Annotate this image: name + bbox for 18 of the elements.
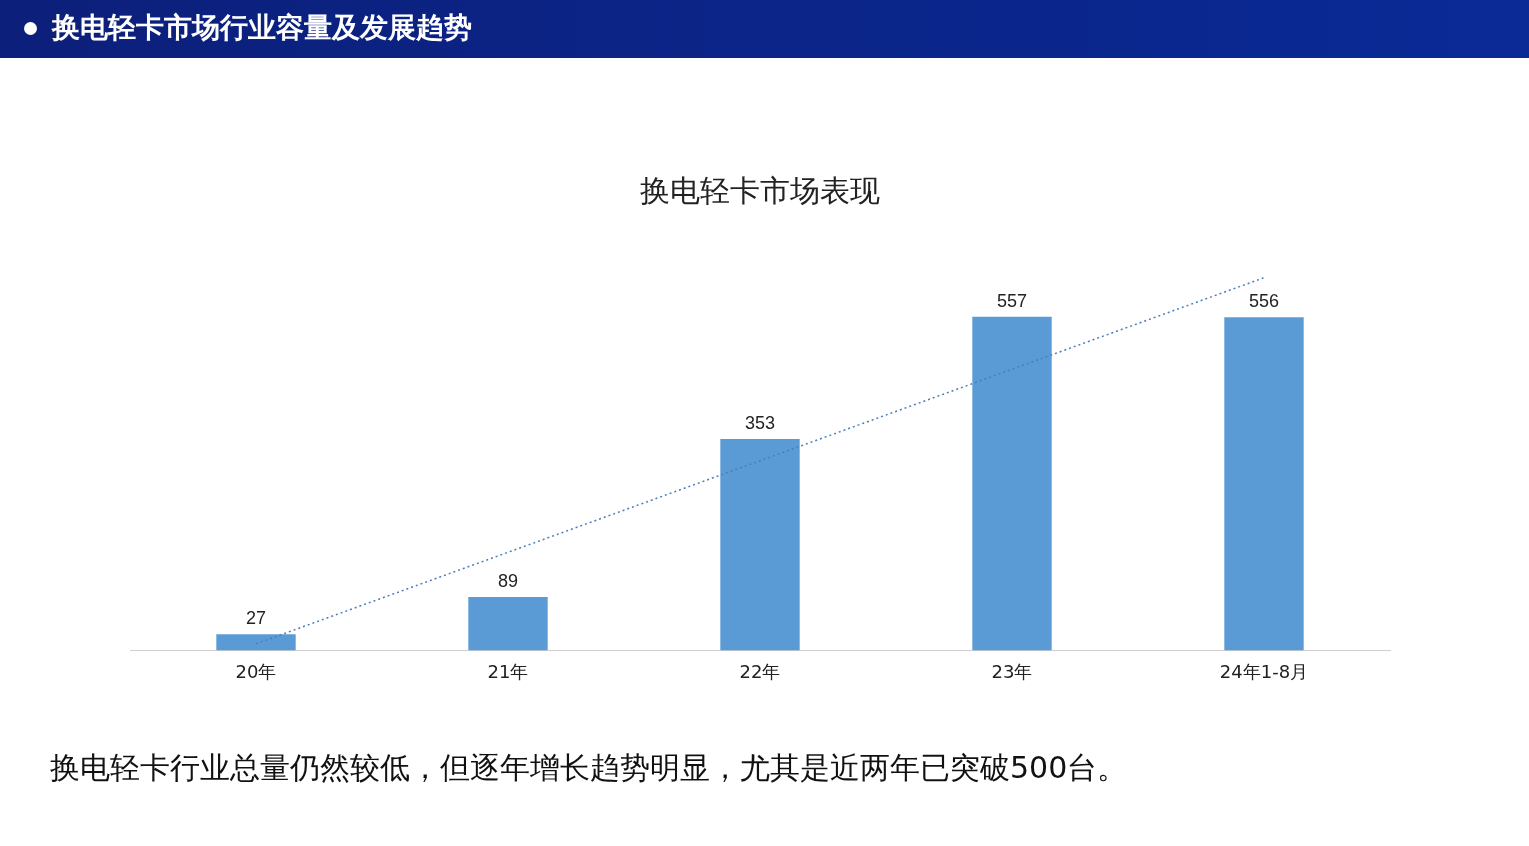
data-label: 353 xyxy=(744,412,776,433)
data-label: 89 xyxy=(497,571,519,592)
bar xyxy=(720,438,800,651)
bar xyxy=(972,316,1052,651)
text: 换电轻卡市场行业容量及发展趋势 xyxy=(52,10,472,46)
chart-title: 换电轻卡市场表现 xyxy=(640,172,880,208)
text: 换电轻卡行业总量仍然较低，但逐年增长趋势明显，尤其是近两年已突破500台。 xyxy=(50,749,1128,787)
bar xyxy=(468,597,548,651)
x-tick-label: 23年 xyxy=(991,660,1033,682)
bar xyxy=(1224,317,1304,651)
x-tick-label: 20年 xyxy=(235,660,277,682)
x-tick-label: 21年 xyxy=(487,660,529,682)
x-tick-label: 22年 xyxy=(739,660,781,682)
data-label: 27 xyxy=(245,608,267,629)
bar xyxy=(216,634,296,651)
data-label: 556 xyxy=(1248,291,1280,312)
data-label: 557 xyxy=(996,290,1028,311)
x-tick-label: 24年1-8月 xyxy=(1219,660,1309,682)
